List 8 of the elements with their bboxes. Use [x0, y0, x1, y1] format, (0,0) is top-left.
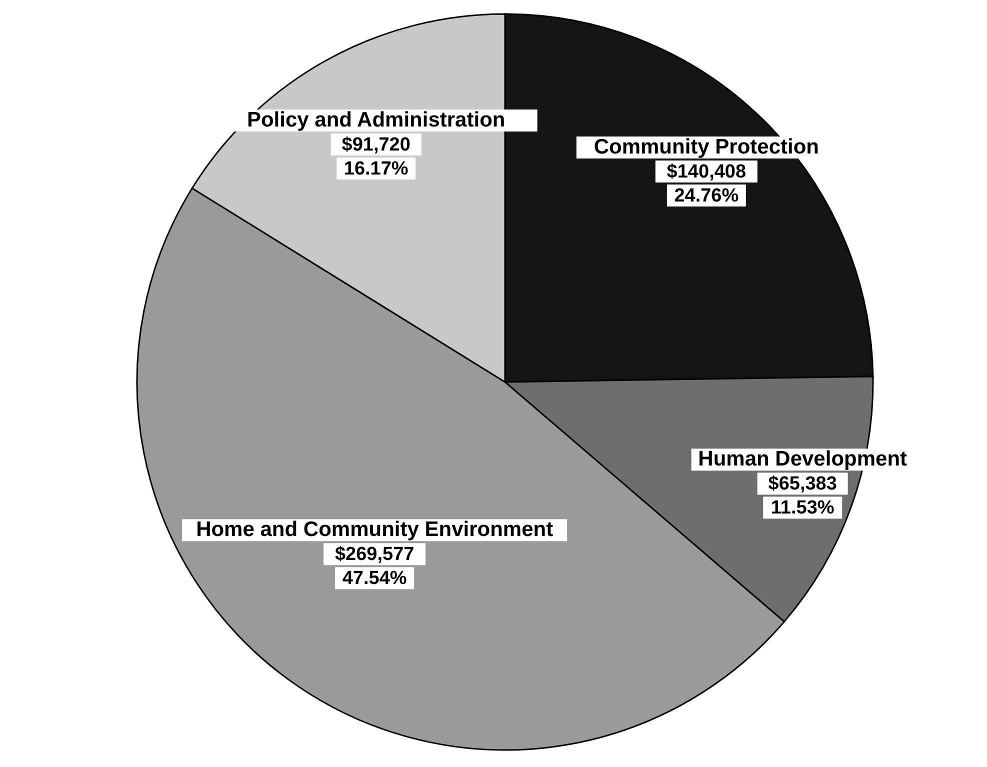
- slice-label: Policy and Administration: [246, 108, 506, 132]
- data-label: $91,720 16.17%: [342, 134, 410, 180]
- slice-label: Human Development: [698, 448, 908, 471]
- data-label: $65,383 11.53%: [768, 474, 837, 519]
- data-label: $140,408 24.76%: [666, 162, 746, 207]
- slice-label: Community Protection: [594, 136, 820, 159]
- slice-label: Home and Community Environment: [196, 518, 554, 542]
- data-label: $269,577 47.54%: [334, 544, 414, 590]
